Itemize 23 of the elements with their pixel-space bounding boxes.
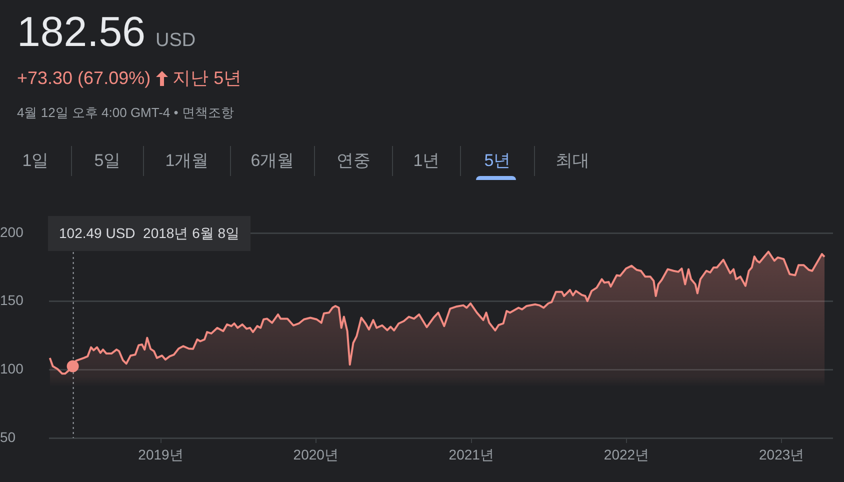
text: 최대 bbox=[534, 146, 610, 176]
text: 1일 bbox=[21, 150, 50, 172]
x-tick-label: 2021년 bbox=[448, 446, 494, 462]
y-tick-label: 200 bbox=[0, 224, 24, 240]
x-tick-label: 2020년 bbox=[293, 446, 338, 462]
text: 6개월 bbox=[230, 146, 314, 176]
x-tick-label: 2023년 bbox=[759, 446, 804, 462]
text: USD bbox=[155, 30, 196, 51]
text: 5일 bbox=[71, 146, 143, 176]
chart-title: 182.56 bbox=[17, 8, 146, 55]
text: 1년 bbox=[392, 146, 460, 176]
text: 4월 12일 오후 4:00 GMT-4 • 면책조항 bbox=[17, 104, 234, 122]
text: +73.30 (67.09%) bbox=[17, 68, 151, 88]
x-tick-label: 2022년 bbox=[604, 446, 650, 462]
y-tick-label: 50 bbox=[0, 428, 16, 445]
text: 연중 bbox=[314, 146, 392, 176]
y-tick-label: 100 bbox=[0, 360, 24, 377]
y-tick-label: 150 bbox=[0, 292, 24, 308]
x-tick-label: 2019년 bbox=[138, 446, 184, 462]
ref-line-label: 102.49 USD 2018년 6월 8일 bbox=[59, 224, 240, 241]
text: 지난 5년 bbox=[172, 67, 242, 90]
text: 5년 bbox=[460, 146, 534, 176]
text: 1개월 bbox=[143, 146, 230, 176]
